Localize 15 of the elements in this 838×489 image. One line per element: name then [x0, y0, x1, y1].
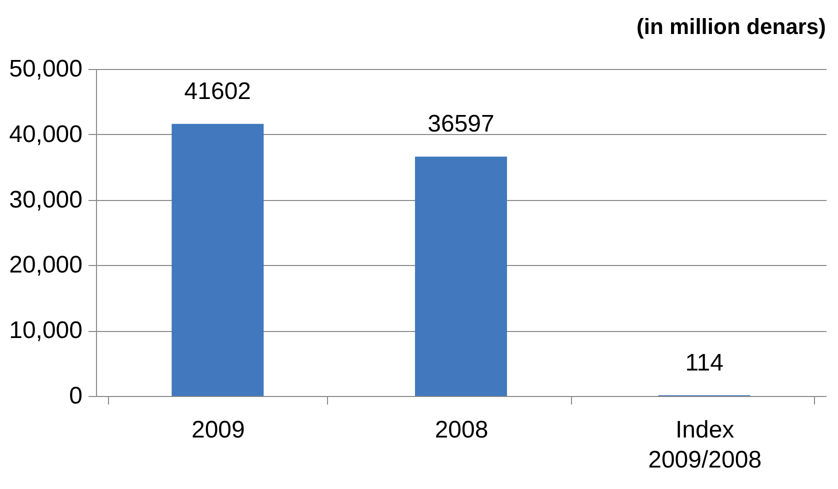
y-tick-label: 30,000 — [9, 186, 82, 214]
y-tick-label: 0 — [69, 382, 82, 410]
x-tick-label: Index 2009/2008 — [648, 416, 762, 474]
y-tick-label: 40,000 — [9, 120, 82, 148]
bar — [415, 156, 507, 396]
x-tick-label: 2009 — [191, 416, 245, 444]
data-label: 114 — [685, 349, 724, 376]
bar — [172, 124, 264, 396]
y-tick-label: 50,000 — [9, 56, 82, 82]
x-tick-label: 2008 — [434, 416, 488, 444]
data-label: 41602 — [184, 78, 252, 105]
chart-title: (in million denars) — [636, 14, 826, 39]
y-tick-label: 20,000 — [9, 252, 82, 279]
y-tick-label: 10,000 — [9, 317, 82, 344]
data-label: 36597 — [428, 110, 494, 138]
